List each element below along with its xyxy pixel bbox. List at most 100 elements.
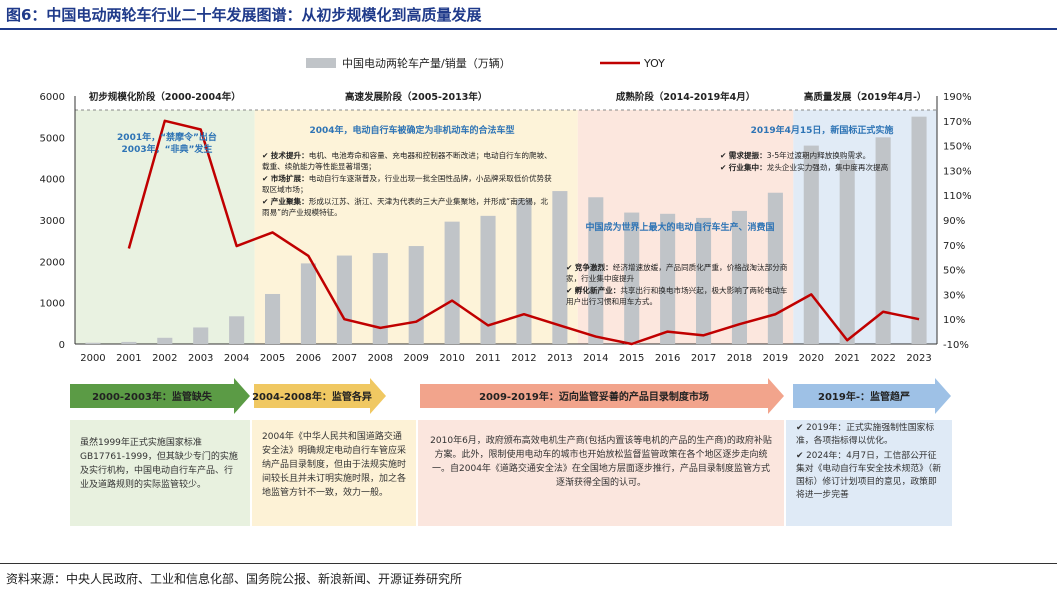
phase-labels: 初步规模化阶段（2000-2004年） 高速发展阶段（2005-2013年） 成熟阶… xyxy=(75,91,937,111)
phase2-item-text: 电动自行车逐渐普及，行业出现一批全国性品牌，小品牌采取低价优势获取区域市场； xyxy=(262,174,552,194)
source-rule xyxy=(0,563,1057,564)
phase3-item-head: 孵化新产业： xyxy=(574,286,621,295)
x-tick-label: 2006 xyxy=(296,353,321,364)
regulation-box-4-item: ✔ 2024年：4月7日，工信部公开征集对《电动自行车安全技术规范》（新国标）修… xyxy=(796,451,942,500)
phase4-item-text: 3-5年过渡期内释放换购需求。 xyxy=(766,151,871,160)
phase3-item: ✔ 孵化新产业：共享出行和换电市场兴起，极大影响了两轮电动车用户出行习惯和用车方… xyxy=(566,286,788,306)
phase2-item-head: 市场扩展： xyxy=(270,174,309,183)
phase-label: 成熟阶段（2014-2019年4月） xyxy=(616,91,755,103)
y-right-tick-label: 90% xyxy=(943,216,965,227)
x-tick-label: 2018 xyxy=(727,353,752,364)
regulation-box-4-text: 2024年：4月7日，工信部公开征集对《电动自行车安全技术规范》（新国标）修订计… xyxy=(796,451,942,500)
regulation-arrow-label: 2004-2008年：监管各异 xyxy=(252,390,372,403)
regulation-arrow-label: 2009-2019年：迈向监管妥善的产品目录制度市场 xyxy=(479,390,709,403)
x-tick-label: 2002 xyxy=(152,353,177,364)
y-left-tick-label: 2000 xyxy=(40,257,65,268)
regulation-box-2: 2004年《中华人民共和国道路交通安全法》明确规定电动自行车管应采纳产品目录制度… xyxy=(252,420,416,526)
x-tick-label: 2001 xyxy=(116,353,141,364)
bar xyxy=(408,246,424,344)
legend-line-label: YOY xyxy=(643,57,665,70)
bar xyxy=(588,197,604,344)
phase2-note: 2004年，电动自行车被确定为非机动车的合法车型 xyxy=(309,126,515,136)
phase-label: 高速发展阶段（2005-2013年） xyxy=(345,91,487,103)
bar xyxy=(552,191,568,344)
x-tick-label: 2014 xyxy=(583,353,608,364)
regulation-arrow xyxy=(70,378,250,414)
bar xyxy=(121,341,137,344)
phase4-item: ✔ 需求提振：3-5年过渡期内释放换购需求。 xyxy=(720,151,871,160)
regulation-box-4: ✔ 2019年：正式实施强制性国家标准，各项指标得以优化。 ✔ 2024年：4月… xyxy=(786,420,952,526)
bar xyxy=(264,293,281,344)
bar xyxy=(695,217,712,344)
y-right-tick-label: 10% xyxy=(943,315,965,326)
yoy-line xyxy=(127,119,920,346)
y-right-tick-label: 110% xyxy=(943,191,972,202)
phase-background xyxy=(577,110,794,344)
phase2-item-head: 产业聚集： xyxy=(270,197,309,206)
y-right-tick-label: 50% xyxy=(943,266,965,277)
source-note: 资料来源：中央人民政府、工业和信息化部、国务院公报、新浪新闻、开源证券研究所 xyxy=(6,572,463,586)
bar xyxy=(624,212,640,344)
bar xyxy=(372,253,388,344)
title-rule xyxy=(0,28,1057,30)
y-left-tick-label: 1000 xyxy=(40,299,65,310)
x-tick-label: 2012 xyxy=(511,353,536,364)
y-left-tick-label: 4000 xyxy=(40,175,65,186)
phase2-item: ✔ 技术提升：电机、电池寿命和容量、充电器和控制器不断改进；电动自行车的爬坡、载… xyxy=(262,151,552,171)
bar xyxy=(911,116,927,345)
bar xyxy=(229,316,245,344)
x-tick-label: 2011 xyxy=(475,353,500,364)
regulation-arrows: 2000-2003年：监管缺失 2004-2008年：监管各异 2009-2019年… xyxy=(70,378,951,414)
x-tick-label: 2004 xyxy=(224,353,249,364)
figure-title: 图6：中国电动两轮车行业二十年发展图谱：从初步规模化到高质量发展 xyxy=(6,6,482,24)
phase1-note: 2001年，“禁摩令”出台 2003年，“非典”发生 xyxy=(92,132,242,156)
phase3-list: ✔ 竞争激烈：经济增速放缓，产品同质化严重，价格战淘汰部分商家，行业集中度提升 … xyxy=(566,262,788,308)
phase3-item-text: 经济增速放缓，产品同质化严重，价格战淘汰部分商家，行业集中度提升 xyxy=(566,263,788,283)
yoy-series xyxy=(127,119,920,346)
bar xyxy=(193,327,209,344)
bar xyxy=(336,255,352,344)
y-right-tick-label: 170% xyxy=(943,117,972,128)
regulation-arrow xyxy=(420,378,784,414)
y-right-tick-label: 130% xyxy=(943,166,972,177)
bar xyxy=(767,192,783,344)
x-tick-label: 2022 xyxy=(870,353,895,364)
phase4-list: ✔ 需求提振：3-5年过渡期内释放换购需求。 ✔ 行业集中：龙头企业实力强劲，集… xyxy=(720,150,925,174)
regulation-arrow xyxy=(793,378,951,414)
bar xyxy=(444,221,460,344)
bar xyxy=(157,337,173,344)
regulation-arrow xyxy=(254,378,386,414)
y-right-tick-label: 70% xyxy=(943,241,965,252)
phase4-item-head: 行业集中： xyxy=(728,163,767,172)
phase3-note: 中国成为世界上最大的电动自行车生产、消费国 xyxy=(585,223,775,233)
bar xyxy=(731,210,748,344)
x-tick-label: 2016 xyxy=(655,353,680,364)
axes: 0 1000 2000 3000 4000 5000 6000 -10% 10% 30% 50% 70… xyxy=(40,92,972,351)
x-tick-label: 2023 xyxy=(906,353,931,364)
phase4-item-text: 龙头企业实力强劲，集中度再次提高 xyxy=(766,163,889,172)
regulation-box-4-text: 2019年：正式实施强制性国家标准，各项指标得以优化。 xyxy=(796,423,935,446)
y-left-tick-label: 0 xyxy=(59,340,65,351)
x-tick-label: 2010 xyxy=(439,353,464,364)
regulation-box-1: 虽然1999年正式实施国家标准GB17761-1999，但其缺少专门的实施及实行… xyxy=(70,420,250,526)
phase1-note-text: 2001年，“禁摩令”出台 2003年，“非典”发生 xyxy=(117,133,217,155)
regulation-arrow-label: 2019年-：监管趋严 xyxy=(818,390,910,403)
y-right-tick-label: 150% xyxy=(943,142,972,153)
y-left-tick-label: 6000 xyxy=(40,92,65,103)
bar xyxy=(300,263,317,344)
regulation-arrow-label: 2000-2003年：监管缺失 xyxy=(92,390,213,403)
phase3-item: ✔ 竞争激烈：经济增速放缓，产品同质化严重，价格战淘汰部分商家，行业集中度提升 xyxy=(566,263,788,283)
phase2-item-text: 电机、电池寿命和容量、充电器和控制器不断改进；电动自行车的爬坡、载重、续航能力等… xyxy=(262,151,552,171)
x-tick-label: 2000 xyxy=(80,353,105,364)
y-left-tick-label: 5000 xyxy=(40,133,65,144)
bar xyxy=(516,198,532,344)
legend-bar-label: 中国电动两轮车产量/销量（万辆） xyxy=(342,56,511,70)
x-tick-label: 2019 xyxy=(763,353,788,364)
phase-background xyxy=(75,110,255,344)
x-tick-label: 2021 xyxy=(834,353,859,364)
legend: 中国电动两轮车产量/销量（万辆） YOY xyxy=(306,56,665,70)
x-tick-label: 2003 xyxy=(188,353,213,364)
x-tick-label: 2013 xyxy=(547,353,572,364)
legend-bar-swatch xyxy=(306,58,336,68)
